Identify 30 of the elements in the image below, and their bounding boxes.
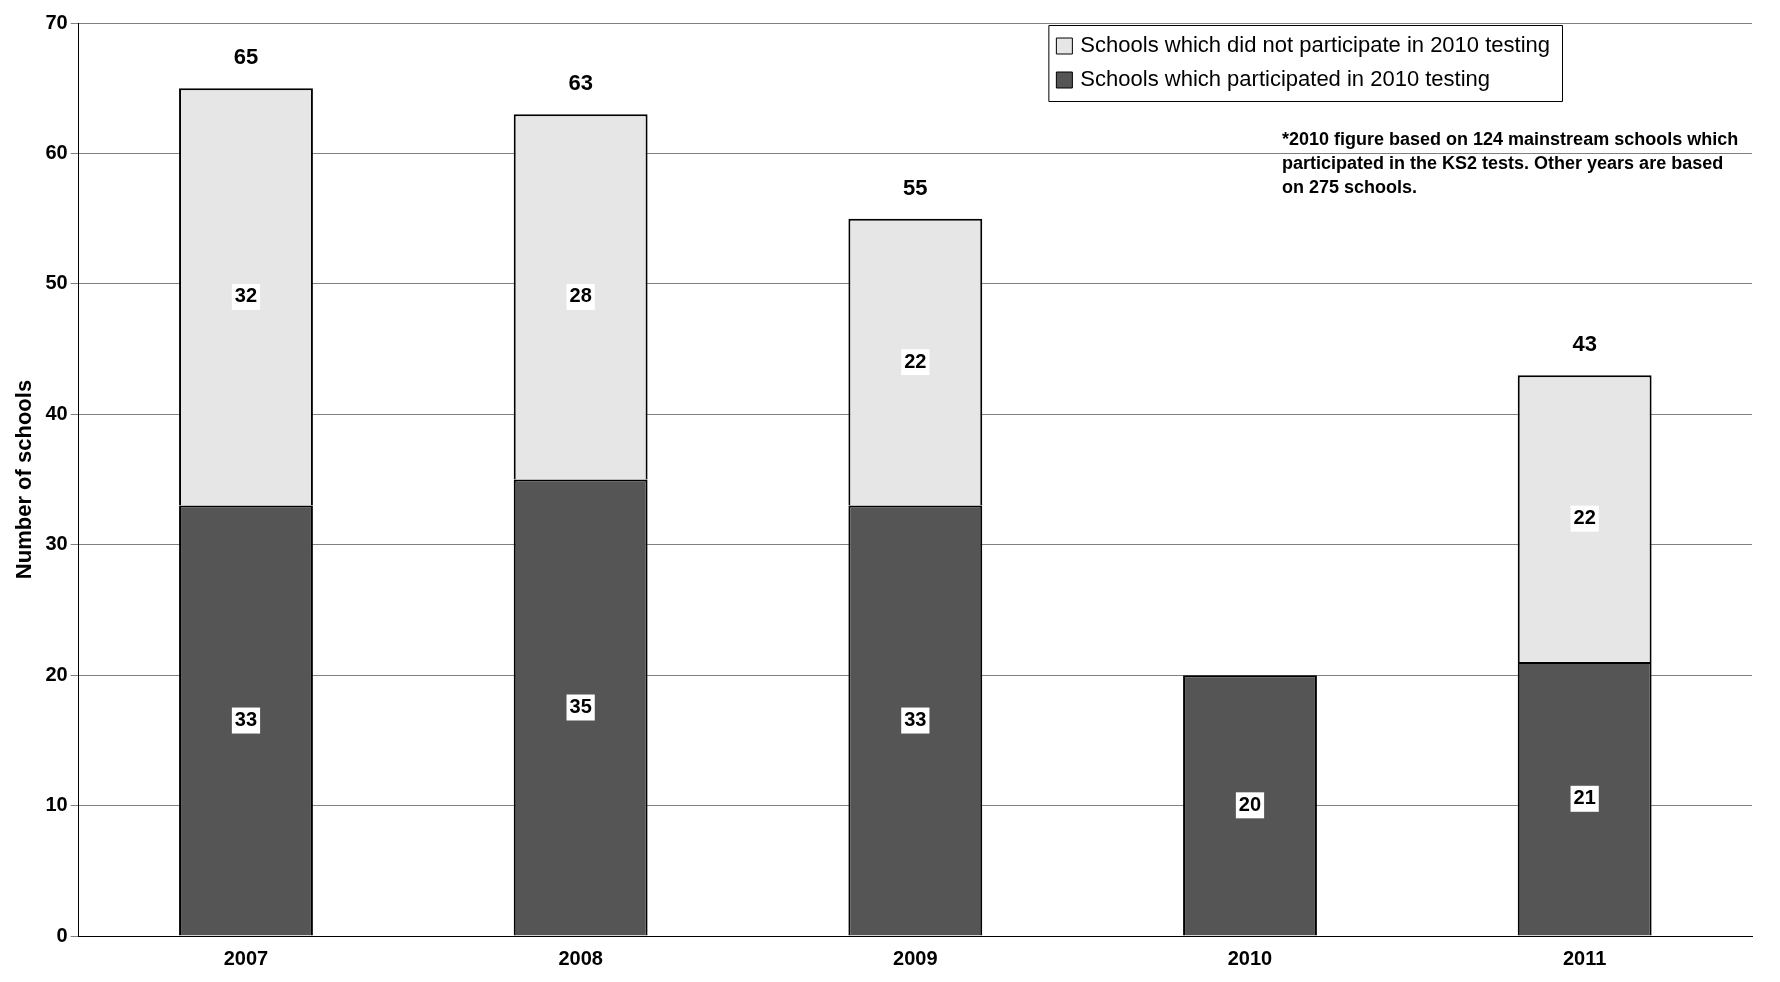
y-tick-label: 60: [45, 140, 68, 163]
x-tick-label: 2007: [223, 946, 269, 969]
annotation: *2010 figure based on 124 mainstream schools which participated in the KS2 tests. Other years are based on 275 schools.: [1282, 128, 1739, 197]
data-label: 35: [569, 695, 592, 718]
y-axis-title: Number of schools: [11, 379, 37, 580]
x-tick-label: 2009: [893, 946, 938, 969]
legend-label: Schools which participated in 2010 testing: [1080, 66, 1491, 92]
total-label: 65: [233, 44, 259, 70]
data-label: 21: [1573, 786, 1596, 809]
data-label: 22: [1573, 506, 1596, 529]
y-tick-label: 40: [45, 401, 68, 424]
x-tick-label: 2008: [558, 946, 603, 969]
total-label: 55: [903, 174, 928, 200]
data-label: 33: [904, 708, 927, 731]
data-label: 22: [904, 349, 927, 372]
x-tick-label: 2011: [1562, 946, 1607, 969]
y-tick-label: 0: [56, 923, 68, 946]
data-label: 32: [234, 284, 258, 307]
total-label: 63: [568, 70, 593, 96]
y-tick-label: 20: [45, 662, 68, 685]
legend-label: Schools which did not participate in 2010 testing: [1080, 32, 1551, 58]
data-label: 20: [1238, 792, 1262, 815]
y-tick-label: 10: [45, 793, 68, 816]
y-tick-label: 70: [45, 10, 68, 33]
y-tick-label: 50: [45, 271, 68, 294]
data-label: 33: [234, 708, 258, 731]
y-tick-label: 30: [45, 532, 68, 555]
data-label: 28: [569, 284, 592, 307]
x-tick-label: 2010: [1227, 946, 1273, 969]
total-label: 43: [1572, 331, 1597, 357]
